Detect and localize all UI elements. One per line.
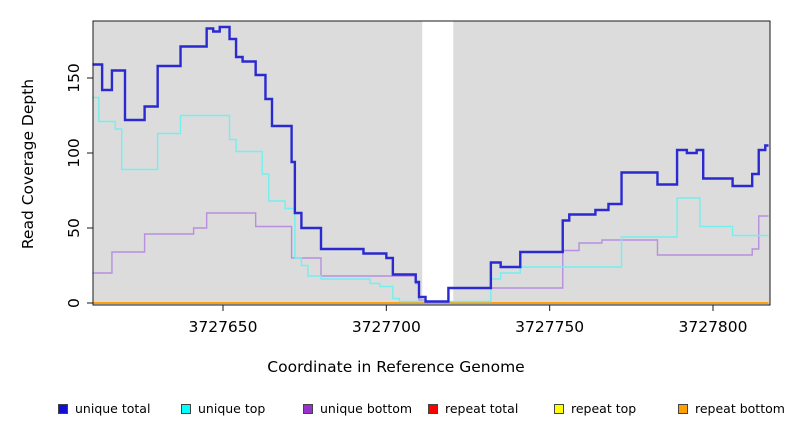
legend-label: unique top [198, 401, 266, 416]
legend-label: unique bottom [320, 401, 413, 416]
y-tick-label: 0 [65, 298, 83, 308]
legend-item-unique-top: unique top [181, 401, 265, 417]
legend-swatch-unique-total [58, 404, 68, 414]
x-tick-label: 3727650 [188, 318, 257, 336]
x-tick-label: 3727700 [352, 318, 421, 336]
legend-item-repeat-top: repeat top [554, 401, 636, 417]
legend-label: repeat bottom [695, 401, 785, 416]
legend-swatch-unique-bottom [303, 404, 313, 414]
legend-label: repeat total [445, 401, 519, 416]
legend-label: repeat top [571, 401, 637, 416]
chart-legend: unique total unique top unique bottom repea… [0, 401, 792, 421]
y-axis-label: Read Coverage Depth [19, 78, 37, 250]
plot-border [92, 20, 771, 306]
y-tick-label: 150 [65, 63, 83, 93]
legend-item-repeat-total: repeat total [428, 401, 518, 417]
legend-item-unique-bottom: unique bottom [303, 401, 412, 417]
series-line-unique-top [92, 96, 769, 303]
legend-swatch-repeat-total [428, 404, 438, 414]
x-axis-label: Coordinate in Reference Genome [267, 358, 525, 376]
legend-item-unique-total: unique total [58, 401, 150, 417]
y-tick-label: 100 [65, 138, 83, 168]
legend-item-repeat-bottom: repeat bottom [678, 401, 785, 417]
x-tick-label: 3727800 [678, 318, 747, 336]
legend-swatch-repeat-top [554, 404, 564, 414]
series-line-unique-total [92, 25, 769, 303]
no-data-mask [422, 21, 454, 304]
legend-swatch-repeat-bottom [678, 404, 688, 414]
legend-label: unique total [75, 401, 151, 416]
legend-swatch-unique-top [181, 404, 191, 414]
x-tick-label: 3727750 [515, 318, 584, 336]
y-tick-label: 50 [65, 218, 83, 238]
